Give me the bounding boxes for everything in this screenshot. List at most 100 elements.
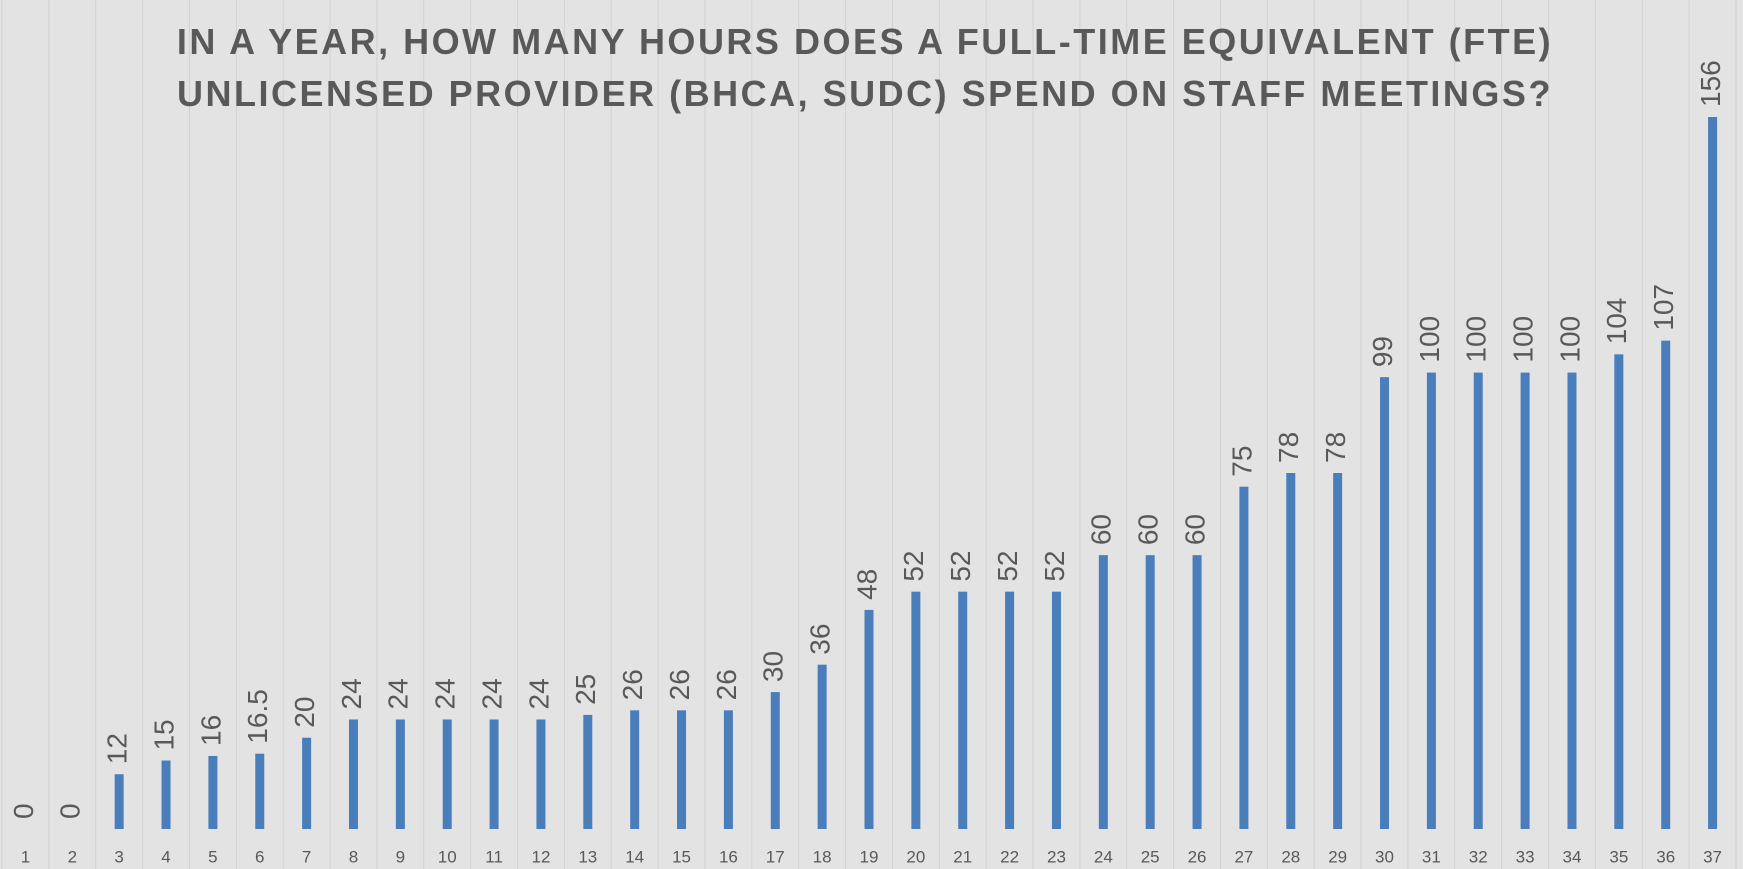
x-tick-label: 25 — [1141, 847, 1160, 866]
x-tick-label: 27 — [1234, 847, 1253, 866]
bar — [114, 774, 124, 829]
value-label: 24 — [430, 678, 461, 709]
x-tick-label: 37 — [1703, 847, 1722, 866]
value-label: 52 — [1039, 551, 1070, 582]
x-tick-label: 17 — [766, 847, 785, 866]
value-label: 100 — [1554, 316, 1585, 363]
bar — [1520, 372, 1530, 829]
value-label: 60 — [1179, 514, 1210, 545]
bar — [1567, 372, 1577, 829]
value-label: 24 — [476, 678, 507, 709]
value-label: 75 — [1226, 446, 1257, 477]
x-tick-label: 11 — [485, 847, 503, 866]
value-label: 16.5 — [242, 689, 273, 744]
value-label: 104 — [1601, 298, 1632, 345]
x-tick-label: 5 — [208, 847, 217, 866]
x-tick-label: 26 — [1188, 847, 1207, 866]
bar — [1661, 340, 1671, 829]
bar — [1239, 486, 1249, 829]
bar — [395, 719, 405, 829]
bar — [255, 753, 265, 829]
bar — [1473, 372, 1483, 829]
value-label: 78 — [1273, 432, 1304, 463]
x-tick-label: 33 — [1516, 847, 1535, 866]
value-label: 60 — [1133, 514, 1164, 545]
value-label: 25 — [570, 674, 601, 705]
x-tick-label: 15 — [672, 847, 691, 866]
value-label: 52 — [992, 551, 1023, 582]
x-tick-label: 9 — [396, 847, 405, 866]
bar — [583, 714, 593, 829]
value-label: 99 — [1367, 336, 1398, 367]
bar — [817, 664, 827, 829]
value-label: 52 — [945, 551, 976, 582]
bar — [536, 719, 546, 829]
x-tick-label: 24 — [1094, 847, 1113, 866]
bar — [1192, 555, 1202, 829]
bar — [1051, 591, 1061, 829]
value-label: 100 — [1414, 316, 1445, 363]
x-tick-label: 23 — [1047, 847, 1066, 866]
value-label: 0 — [55, 803, 86, 819]
x-tick-label: 19 — [860, 847, 879, 866]
bar — [1426, 372, 1436, 829]
bar — [723, 710, 733, 829]
x-tick-label: 14 — [625, 847, 644, 866]
x-tick-label: 31 — [1422, 847, 1441, 866]
bar — [302, 737, 312, 829]
bar — [677, 710, 687, 829]
bar — [1614, 354, 1624, 829]
bar — [770, 692, 780, 829]
value-label: 0 — [8, 803, 39, 819]
bar — [1145, 555, 1155, 829]
value-label: 20 — [289, 697, 320, 728]
x-tick-label: 2 — [68, 847, 77, 866]
value-label: 48 — [851, 569, 882, 600]
x-tick-label: 30 — [1375, 847, 1394, 866]
value-label: 100 — [1507, 316, 1538, 363]
x-tick-label: 29 — [1328, 847, 1347, 866]
value-label: 26 — [617, 669, 648, 700]
x-tick-label: 16 — [719, 847, 738, 866]
x-tick-label: 3 — [114, 847, 123, 866]
bar — [348, 719, 358, 829]
x-tick-label: 6 — [255, 847, 264, 866]
x-tick-label: 36 — [1656, 847, 1675, 866]
bar — [161, 760, 171, 829]
x-tick-label: 20 — [906, 847, 925, 866]
value-label: 16 — [195, 715, 226, 746]
x-tick-label: 34 — [1563, 847, 1582, 866]
bar — [1286, 473, 1296, 829]
value-label: 107 — [1648, 284, 1679, 331]
value-label: 30 — [758, 651, 789, 682]
bar — [1098, 555, 1108, 829]
value-label: 52 — [898, 551, 929, 582]
value-label: 26 — [664, 669, 695, 700]
bar — [911, 591, 921, 829]
x-tick-label: 13 — [578, 847, 597, 866]
value-label: 24 — [336, 678, 367, 709]
value-label: 78 — [1320, 432, 1351, 463]
x-tick-label: 18 — [813, 847, 832, 866]
value-label: 26 — [711, 669, 742, 700]
x-tick-label: 32 — [1469, 847, 1488, 866]
bar — [958, 591, 968, 829]
x-tick-label: 12 — [531, 847, 550, 866]
value-label: 60 — [1086, 514, 1117, 545]
x-tick-label: 1 — [21, 847, 30, 866]
x-tick-label: 7 — [302, 847, 311, 866]
x-tick-label: 4 — [161, 847, 170, 866]
bar — [489, 719, 499, 829]
x-tick-label: 21 — [953, 847, 972, 866]
bar — [1333, 473, 1343, 829]
x-tick-label: 28 — [1281, 847, 1300, 866]
bar — [864, 609, 874, 829]
value-label: 12 — [102, 733, 133, 764]
x-tick-label: 8 — [349, 847, 358, 866]
bar — [1708, 117, 1718, 829]
bar — [208, 755, 218, 829]
x-tick-label: 35 — [1609, 847, 1628, 866]
x-tick-label: 10 — [438, 847, 457, 866]
